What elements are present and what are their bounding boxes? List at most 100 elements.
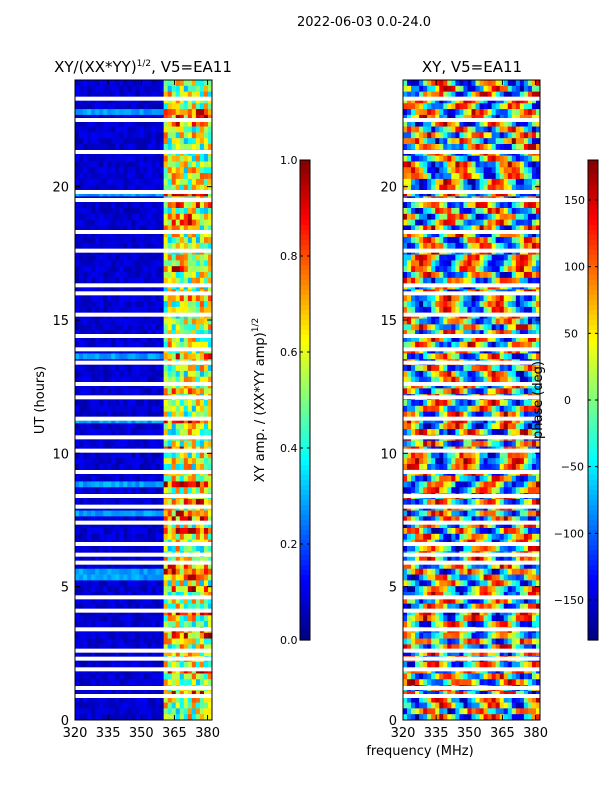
heatmap-cell	[443, 144, 448, 151]
heatmap-cell	[491, 144, 497, 151]
heatmap-cell	[207, 388, 213, 395]
heatmap-cell	[99, 696, 104, 703]
heatmap-cell	[159, 184, 165, 191]
heatmap-cell	[103, 528, 108, 535]
heatmap-cell	[183, 400, 189, 407]
heatmap-cell	[199, 219, 205, 226]
heatmap-cell	[535, 225, 541, 232]
heatmap-cell	[487, 219, 493, 226]
heatmap-cell	[519, 109, 525, 116]
heatmap-cell	[431, 178, 436, 186]
heatmap-cell	[95, 522, 100, 529]
heatmap-cell	[99, 714, 104, 721]
heatmap-cell	[519, 161, 525, 168]
heatmap-cell	[151, 603, 156, 610]
heatmap-cell	[147, 516, 152, 523]
heatmap-cell	[523, 231, 529, 238]
heatmap-cell	[423, 138, 428, 145]
heatmap-cell	[147, 621, 152, 628]
heatmap-cell	[463, 208, 468, 215]
heatmap-cell	[119, 632, 124, 639]
heatmap-cell	[535, 109, 541, 116]
heatmap-cell	[179, 557, 185, 564]
heatmap-cell	[479, 103, 484, 110]
heatmap-cell	[91, 126, 96, 133]
heatmap-cell	[191, 184, 197, 191]
heatmap-cell	[151, 266, 156, 273]
heatmap-cell	[163, 173, 169, 180]
heatmap-cell	[207, 301, 213, 308]
y-tick-label: 5	[61, 581, 69, 596]
heatmap-cell	[115, 464, 120, 471]
heatmap-cell	[523, 85, 529, 93]
heatmap-cell	[139, 353, 144, 360]
colorbar-swatch	[300, 575, 310, 581]
heatmap-cell	[143, 266, 148, 273]
heatmap-cell	[163, 533, 169, 541]
heatmap-cell	[83, 545, 88, 552]
heatmap-cell	[99, 161, 104, 168]
heatmap-cell	[403, 120, 408, 127]
heatmap-cell	[131, 673, 136, 680]
heatmap-cell	[187, 365, 193, 372]
heatmap-cell	[151, 178, 156, 186]
heatmap-cell	[99, 173, 104, 180]
heatmap-cell	[171, 621, 177, 628]
heatmap-cell	[115, 516, 120, 523]
heatmap-cell	[83, 679, 88, 686]
heatmap-cell	[519, 103, 525, 110]
heatmap-cell	[91, 295, 96, 302]
heatmap-cell	[79, 696, 84, 703]
heatmap-cell	[107, 370, 112, 378]
heatmap-cell	[75, 376, 80, 383]
heatmap-cell	[535, 161, 541, 168]
heatmap-cell	[447, 173, 452, 180]
heatmap-cell	[111, 173, 116, 180]
heatmap-cell	[199, 708, 205, 715]
heatmap-cell	[95, 120, 100, 127]
heatmap-cell	[151, 91, 156, 98]
heatmap-cell	[187, 440, 193, 447]
heatmap-cell	[91, 673, 96, 680]
heatmap-cell	[115, 644, 120, 651]
heatmap-cell	[175, 370, 181, 378]
heatmap-cell	[159, 621, 165, 628]
heatmap-cell	[439, 219, 444, 226]
heatmap-cell	[151, 103, 156, 110]
heatmap-cell	[527, 173, 533, 180]
heatmap-cell	[415, 260, 420, 267]
heatmap-cell	[515, 173, 521, 180]
heatmap-cell	[175, 272, 181, 279]
heatmap-cell	[147, 458, 152, 465]
heatmap-cell	[127, 144, 132, 151]
heatmap-cell	[99, 522, 104, 529]
heatmap-cell	[87, 301, 92, 308]
heatmap-cell	[163, 266, 169, 273]
heatmap-cell	[527, 178, 533, 186]
heatmap-cell	[107, 440, 112, 447]
heatmap-cell	[191, 353, 197, 360]
heatmap-cell	[179, 365, 185, 372]
heatmap-cell	[403, 161, 408, 168]
heatmap-cell	[407, 173, 412, 180]
flagged-time-band	[75, 648, 212, 653]
colorbar-swatch	[300, 510, 310, 516]
heatmap-cell	[531, 173, 537, 180]
heatmap-cell	[423, 85, 428, 93]
heatmap-cell	[115, 138, 120, 145]
heatmap-cell	[195, 370, 201, 378]
heatmap-cell	[143, 126, 148, 133]
heatmap-cell	[87, 103, 92, 110]
heatmap-cell	[203, 621, 209, 628]
heatmap-cell	[151, 673, 156, 680]
heatmap-cell	[107, 574, 112, 581]
colorbar-swatch	[300, 440, 310, 446]
heatmap-cell	[115, 370, 120, 378]
heatmap-cell	[447, 155, 452, 162]
heatmap-cell	[79, 603, 84, 610]
heatmap-cell	[523, 173, 529, 180]
heatmap-cell	[139, 138, 144, 145]
heatmap-cell	[459, 225, 464, 232]
heatmap-cell	[151, 528, 156, 535]
heatmap-cell	[195, 621, 201, 628]
